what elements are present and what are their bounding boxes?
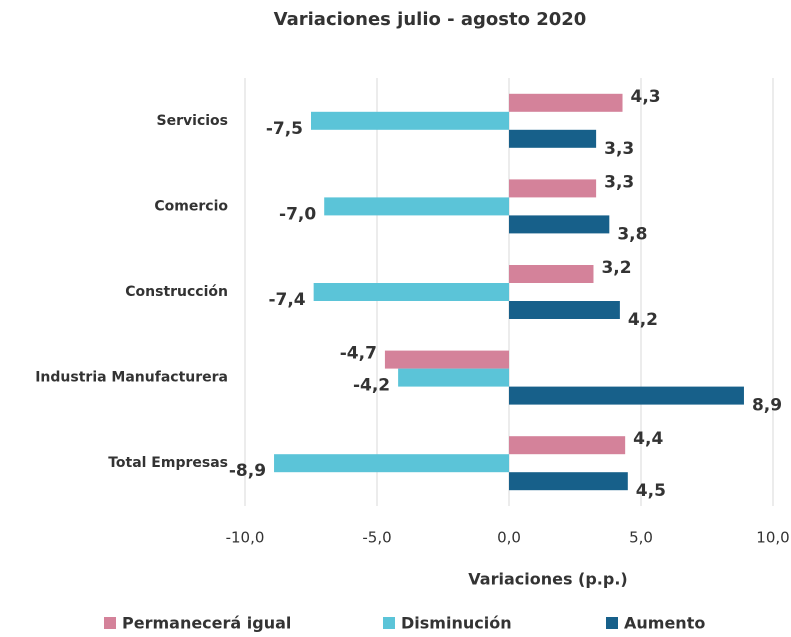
x-tick-label: 10,0: [756, 529, 789, 547]
data-label: 4,2: [628, 310, 658, 330]
category-label: Comercio: [154, 198, 228, 214]
category-label: Construcción: [125, 284, 228, 300]
x-tick-label: 5,0: [629, 529, 653, 547]
bar: [509, 265, 594, 283]
category-label: Servicios: [157, 113, 228, 129]
category-label: Industria Manufacturera: [35, 370, 228, 386]
data-label: 8,9: [752, 396, 782, 416]
data-label: -7,4: [268, 290, 305, 310]
data-label: 4,5: [636, 481, 666, 501]
bar: [509, 93, 623, 112]
data-label: 3,3: [604, 172, 634, 192]
bar: [311, 111, 509, 130]
bar: [509, 472, 628, 491]
data-label: 3,2: [601, 258, 631, 278]
legend-swatch: [104, 617, 116, 629]
legend-label: Permanecerá igual: [122, 614, 291, 633]
legend-label: Disminución: [401, 614, 512, 633]
bar: [384, 350, 509, 369]
legend-swatch: [383, 617, 395, 629]
data-label: -4,7: [340, 344, 377, 364]
bar: [509, 436, 626, 455]
bar: [509, 386, 744, 405]
bar: [509, 301, 620, 319]
legend-swatch: [606, 617, 618, 629]
data-label: -7,0: [279, 204, 316, 224]
x-tick-label: -5,0: [362, 529, 391, 547]
data-label: -8,9: [229, 461, 266, 481]
data-label: -4,2: [353, 376, 390, 396]
data-label: 3,8: [617, 224, 647, 244]
bar: [324, 197, 509, 216]
data-label: -7,5: [266, 119, 303, 139]
x-tick-label: 0,0: [497, 529, 521, 547]
chart-title: Variaciones julio - agosto 2020: [274, 9, 587, 30]
bar: [313, 283, 509, 301]
data-label: 3,3: [604, 139, 634, 159]
bar: [274, 454, 509, 473]
legend-label: Aumento: [624, 614, 705, 633]
data-label: 4,4: [633, 429, 663, 449]
x-axis-title: Variaciones (p.p.): [468, 570, 627, 589]
data-label: 4,3: [631, 87, 661, 107]
bar: [398, 368, 509, 387]
category-label: Total Empresas: [108, 455, 228, 471]
bar: [509, 215, 610, 234]
x-tick-label: -10,0: [226, 529, 265, 547]
bar: [509, 129, 597, 148]
bar: [509, 179, 597, 198]
